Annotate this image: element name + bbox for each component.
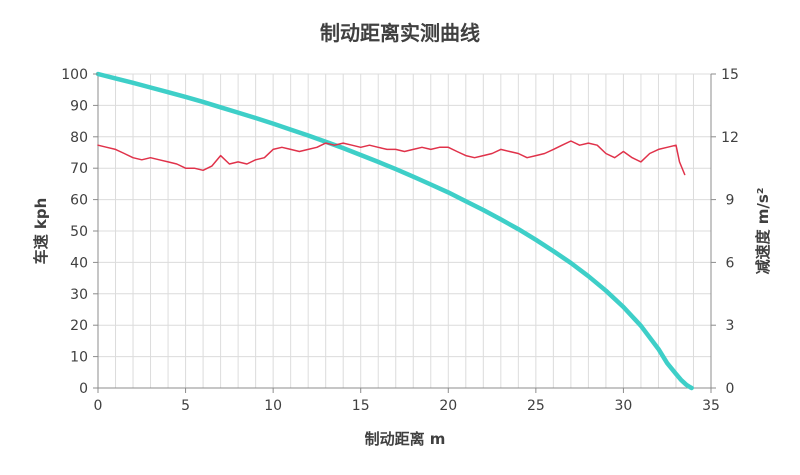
y-left-axis-label: 车速 kph [32,198,50,265]
y-left-tick-label: 90 [70,98,88,114]
x-tick-label: 20 [439,398,457,414]
grid [97,73,712,389]
y-right-tick-label: 12 [721,130,739,146]
x-tick-label: 0 [94,398,103,414]
y-right-tick-label: 6 [726,255,735,271]
x-tick-label: 10 [264,398,282,414]
y-right-tick-label: 0 [726,381,735,397]
y-right-tick-label: 3 [726,318,735,334]
y-left-tick-label: 80 [70,130,88,146]
x-tick-label: 30 [615,398,633,414]
y-left-tick-label: 60 [70,193,88,209]
y-right-tick-label: 15 [721,67,739,83]
y-left-tick-label: 40 [70,255,88,271]
y-left-tick-label: 20 [70,318,88,334]
x-tick-label: 15 [352,398,370,414]
y-left-tick-label: 10 [70,350,88,366]
x-axis-label: 制动距离 m [365,430,446,448]
series-layer [95,71,694,391]
chart-title: 制动距离实测曲线 [320,21,480,45]
y-left-tick-label: 0 [79,381,88,397]
y-left-tick-label: 50 [70,224,88,240]
y-left-tick-label: 100 [61,67,88,83]
x-tick-label: 5 [181,398,190,414]
x-tick-label: 35 [702,398,720,414]
speed-series-line [95,71,694,391]
y-left-tick-label: 30 [70,287,88,303]
ticks: 0 5 10 15 20 25 30 35 0 10 20 30 40 50 60 70 80 90 100 0 3 6 9… [61,67,739,414]
y-left-tick-label: 70 [70,161,88,177]
y-right-tick-label: 9 [726,193,735,209]
deceleration-series-line [97,140,686,176]
y-right-axis-label: 减速度 m/s² [754,188,772,275]
x-tick-label: 25 [527,398,545,414]
